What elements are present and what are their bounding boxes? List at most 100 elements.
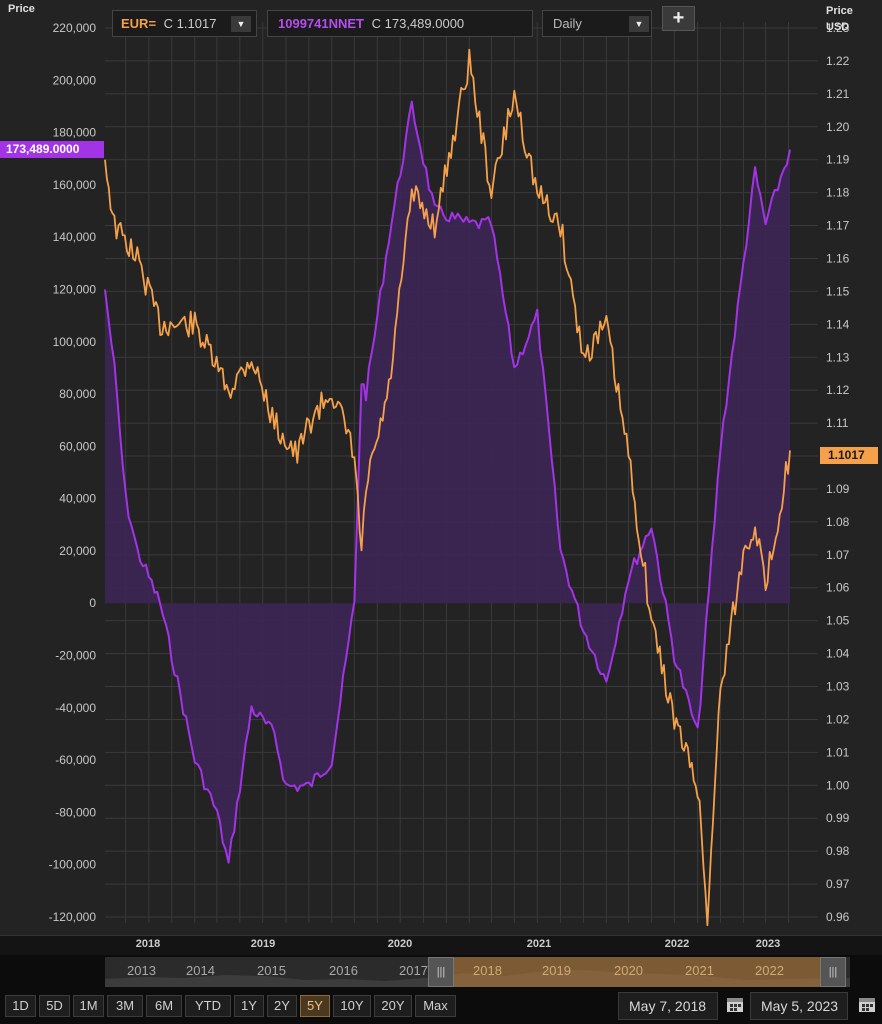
right-axis-tick-label: 1.15: [826, 284, 850, 298]
net-instrument-box[interactable]: 1099741NNET C 173,489.0000: [267, 10, 533, 37]
left-axis-tick-label: 40,000: [59, 492, 96, 506]
eur-close: C 1.1017: [163, 16, 217, 31]
right-axis-tick-label: 1.06: [826, 581, 850, 595]
series-line-net[interactable]: [104, 100, 791, 864]
add-series-button[interactable]: +: [662, 6, 695, 31]
series-line-eur[interactable]: [104, 48, 791, 927]
range-button-1m[interactable]: 1M: [73, 995, 104, 1017]
end-calendar-icon[interactable]: [858, 995, 876, 1013]
x-axis-tick-label: 2021: [526, 938, 552, 950]
start-date-field[interactable]: May 7, 2018: [618, 992, 718, 1020]
interval-dropdown-icon[interactable]: ▼: [629, 16, 649, 32]
left-axis-tick-label: 100,000: [53, 335, 97, 349]
net-series-area: [105, 101, 790, 863]
x-axis-tick-label: 2020: [387, 938, 413, 950]
range-button-1d[interactable]: 1D: [5, 995, 36, 1017]
right-axis-tick-label: 1.20: [826, 120, 850, 134]
series-lines: [104, 48, 791, 927]
right-axis-tick-label: 1.00: [826, 778, 850, 792]
range-button-ytd[interactable]: YTD: [185, 995, 231, 1017]
left-axis-ticks: 220,000 200,000 180,000 160,000 140,000 120,0…: [49, 21, 97, 924]
net-last-price-tag: 173,489.0000: [0, 141, 104, 158]
left-axis-tick-label: -80,000: [55, 805, 96, 819]
range-button-10y[interactable]: 10Y: [333, 995, 371, 1017]
right-axis-tick-label: 1.21: [826, 87, 850, 101]
right-axis-tick-label: 1.07: [826, 548, 850, 562]
eur-dropdown-icon[interactable]: ▼: [231, 16, 251, 32]
right-axis-tick-label: 1.18: [826, 186, 850, 200]
net-symbol: 1099741NNET: [278, 16, 364, 31]
right-axis-tick-label: 1.14: [826, 317, 850, 331]
left-axis-tick-label: 220,000: [53, 21, 97, 35]
end-date-field[interactable]: May 5, 2023: [750, 992, 848, 1020]
navigator-right-handle[interactable]: |||: [820, 957, 846, 987]
left-axis-tick-label: 200,000: [53, 73, 97, 87]
left-axis-tick-label: 160,000: [53, 178, 97, 192]
right-axis-tick-label: 1.13: [826, 350, 850, 364]
start-calendar-icon[interactable]: [726, 995, 744, 1013]
range-button-5y[interactable]: 5Y: [300, 995, 330, 1017]
left-axis-tick-label: -20,000: [55, 649, 96, 663]
right-axis-title-currency: USD: [826, 21, 850, 33]
left-axis-tick-label: 80,000: [59, 387, 96, 401]
interval-select[interactable]: Daily ▼: [542, 10, 652, 37]
range-button-2y[interactable]: 2Y: [267, 995, 297, 1017]
left-axis-tick-label: -100,000: [49, 858, 97, 872]
eur-symbol: EUR=: [121, 16, 157, 31]
left-axis-tick-label: 140,000: [53, 230, 97, 244]
right-axis-tick-label: 1.09: [826, 482, 850, 496]
eur-last-price-tag: 1.1017: [820, 447, 878, 464]
range-button-3m[interactable]: 3M: [107, 995, 143, 1017]
right-axis-tick-label: 0.99: [826, 811, 850, 825]
navigator-selection[interactable]: [450, 957, 822, 987]
left-axis-tick-label: 180,000: [53, 126, 97, 140]
left-axis-tick-label: -120,000: [49, 910, 97, 924]
right-axis-tick-label: 1.05: [826, 614, 850, 628]
x-axis-tick-label: 2019: [250, 938, 276, 950]
x-axis-tick-label: 2023: [755, 938, 781, 950]
left-axis-tick-label: 20,000: [59, 544, 96, 558]
right-axis-tick-label: 1.12: [826, 383, 850, 397]
navigator-year-label: 2016: [329, 963, 358, 978]
range-button-6m[interactable]: 6M: [146, 995, 182, 1017]
right-axis-tick-label: 1.03: [826, 680, 850, 694]
navigator-track[interactable]: 2013201420152016201720182019202020212022: [105, 957, 850, 987]
navigator[interactable]: 2013201420152016201720182019202020212022…: [0, 955, 882, 990]
range-toolbar: 1D 5D 1M 3M 6M YTD 1Y 2Y 5Y 10Y 20Y Max May 7, 2018…: [0, 990, 882, 1024]
x-axis-tick-label: 2018: [135, 938, 161, 950]
net-area-fill: [105, 101, 790, 863]
chart-canvas[interactable]: 220,000 200,000 180,000 160,000 140,000 120,0…: [0, 0, 882, 935]
right-axis-tick-label: 1.16: [826, 251, 850, 265]
right-axis-tick-label: 0.96: [826, 910, 850, 924]
navigator-left-handle[interactable]: |||: [428, 957, 454, 987]
right-axis-tick-label: 1.01: [826, 745, 850, 759]
right-axis-tick-label: 1.19: [826, 153, 850, 167]
x-axis: 2018 2019 2020 2021 2022 2023: [0, 935, 882, 956]
chart-area[interactable]: 220,000 200,000 180,000 160,000 140,000 120,0…: [0, 0, 882, 935]
left-axis-title: Price: [8, 3, 35, 15]
eur-instrument-box[interactable]: EUR= C 1.1017 ▼: [112, 10, 257, 37]
range-button-20y[interactable]: 20Y: [374, 995, 412, 1017]
left-axis-tick-label: 60,000: [59, 439, 96, 453]
x-axis-tick-label: 2022: [664, 938, 690, 950]
navigator-year-label: 2015: [257, 963, 286, 978]
right-axis-tick-label: 1.17: [826, 219, 850, 233]
navigator-year-label: 2013: [127, 963, 156, 978]
range-button-5d[interactable]: 5D: [39, 995, 70, 1017]
right-axis-title: Price USD: [826, 3, 853, 35]
right-axis-tick-label: 1.08: [826, 515, 850, 529]
right-axis-ticks: 1.23 1.22 1.21 1.20 1.19 1.18 1.17 1.16 1.15 1.14…: [826, 21, 850, 924]
left-axis-tick-label: -60,000: [55, 753, 96, 767]
range-button-max[interactable]: Max: [415, 995, 456, 1017]
right-axis-title-price: Price: [826, 5, 853, 17]
left-axis-tick-label: 0: [89, 596, 96, 610]
net-close: C 173,489.0000: [371, 16, 465, 31]
navigator-year-label: 2017: [399, 963, 428, 978]
left-axis-tick-label: 120,000: [53, 282, 97, 296]
range-button-1y[interactable]: 1Y: [234, 995, 264, 1017]
right-axis-tick-label: 1.04: [826, 647, 850, 661]
right-axis-tick-label: 1.23: [826, 21, 850, 35]
navigator-year-label: 2014: [186, 963, 215, 978]
right-axis-tick-label: 0.97: [826, 877, 850, 891]
right-axis-tick-label: 0.98: [826, 844, 850, 858]
